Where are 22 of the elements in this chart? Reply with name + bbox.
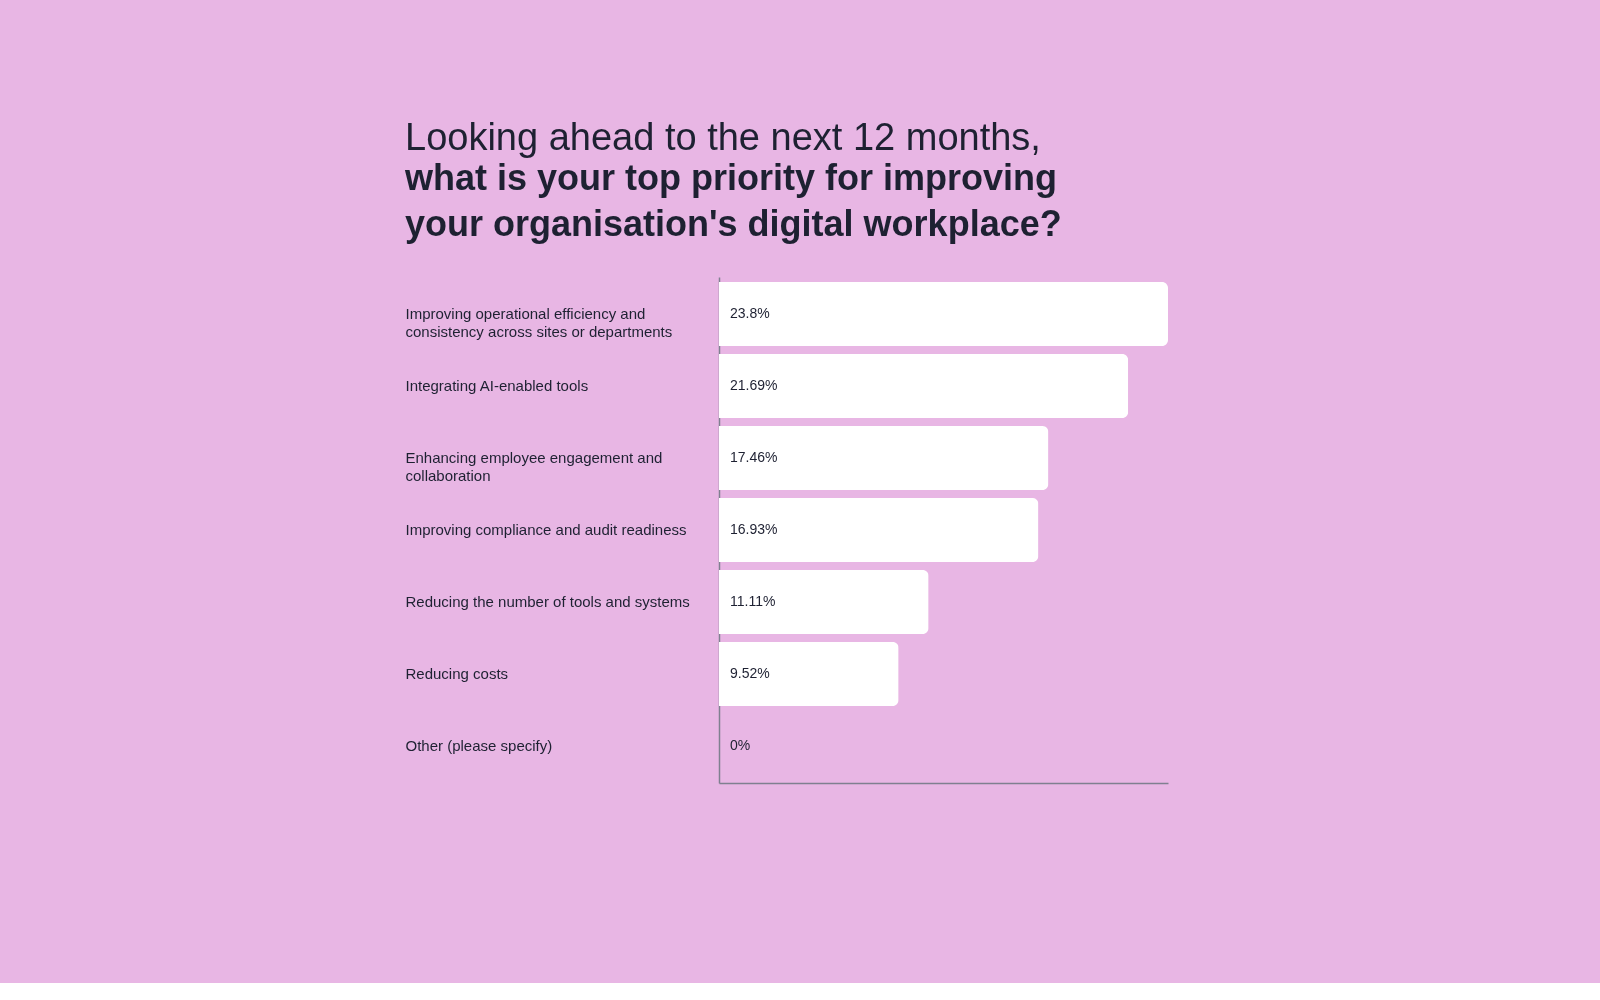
data-label: 9.52% <box>730 664 770 681</box>
bar <box>719 569 929 635</box>
bar <box>719 354 1129 419</box>
y-tick-label: Reducing the number of tools and systems <box>405 592 690 610</box>
y-tick-label: Other (please specify) <box>405 736 553 754</box>
data-label: 0% <box>730 736 751 753</box>
data-label: 11.11% <box>730 592 776 609</box>
y-tick-label: Integrating AI-enabled tools <box>405 377 589 395</box>
y-tick-label: Improving compliance and audit readiness <box>405 521 687 538</box>
data-label: 23.8% <box>730 305 770 322</box>
data-label: 17.46% <box>730 449 778 466</box>
chart-subtitle: what is your top priority for improving your organisation's digital workplace? <box>404 157 1062 244</box>
y-tick-label: Improving operational efficiency and consistency across sites or departments <box>405 305 673 341</box>
data-label: 21.69% <box>730 377 778 394</box>
bar <box>719 497 1039 563</box>
chart-title: Looking ahead to the next 12 months, <box>405 116 1041 158</box>
bar <box>719 425 1049 491</box>
bar <box>719 282 1168 347</box>
data-label: 16.93% <box>730 521 778 537</box>
y-tick-label: Enhancing employee engagement and collaboration <box>405 449 663 485</box>
bar <box>719 641 899 706</box>
y-tick-label: Reducing costs <box>405 664 509 682</box>
